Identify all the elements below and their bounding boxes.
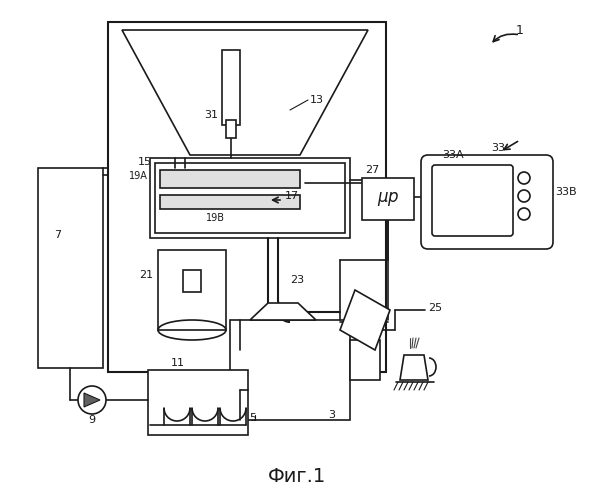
Bar — [158, 250, 226, 330]
Text: 19B: 19B — [205, 213, 224, 223]
Bar — [350, 340, 380, 380]
Text: 3: 3 — [328, 410, 335, 420]
Text: 33A: 33A — [442, 150, 464, 160]
Text: 15: 15 — [138, 157, 152, 167]
Circle shape — [518, 172, 530, 184]
Bar — [160, 170, 300, 188]
Text: $\mu p$: $\mu p$ — [377, 190, 399, 208]
Text: 19A: 19A — [129, 171, 148, 181]
Text: 21: 21 — [139, 270, 153, 280]
Bar — [148, 370, 248, 435]
Circle shape — [518, 208, 530, 220]
Polygon shape — [84, 393, 100, 407]
Circle shape — [518, 190, 530, 202]
Text: 23: 23 — [290, 275, 304, 285]
Text: 13: 13 — [310, 95, 324, 105]
FancyBboxPatch shape — [432, 165, 513, 236]
Text: 5: 5 — [249, 413, 256, 423]
Bar — [183, 270, 201, 292]
Bar — [362, 178, 414, 220]
Text: 17: 17 — [285, 191, 299, 201]
Bar — [155, 163, 345, 233]
Text: Фиг.1: Фиг.1 — [268, 466, 326, 485]
Bar — [222, 50, 240, 125]
Bar — [108, 22, 386, 372]
Polygon shape — [250, 303, 316, 320]
Bar — [38, 168, 103, 368]
Text: 9: 9 — [89, 415, 96, 425]
Bar — [150, 158, 350, 238]
Text: 25: 25 — [428, 303, 442, 313]
Polygon shape — [340, 290, 390, 350]
Text: 7: 7 — [54, 230, 61, 240]
Text: 33B: 33B — [555, 187, 577, 197]
Text: 27: 27 — [365, 165, 379, 175]
Text: 1: 1 — [516, 24, 524, 36]
Text: 31: 31 — [204, 110, 218, 120]
Bar — [160, 195, 300, 209]
Text: 11: 11 — [171, 358, 185, 368]
Text: 33: 33 — [491, 143, 505, 153]
Bar — [226, 120, 236, 138]
Circle shape — [78, 386, 106, 414]
Polygon shape — [122, 30, 368, 155]
Polygon shape — [400, 355, 428, 380]
Bar — [230, 320, 350, 420]
FancyBboxPatch shape — [421, 155, 553, 249]
